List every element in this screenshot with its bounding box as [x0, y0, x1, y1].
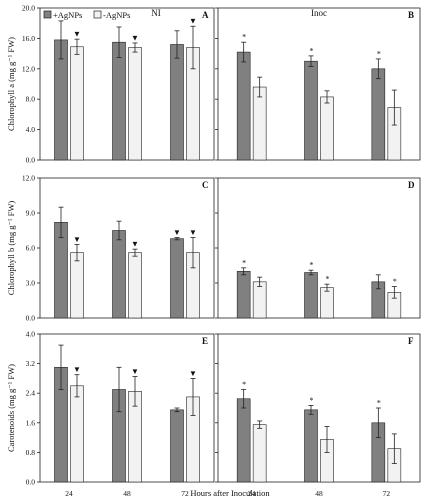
- panel-e-significance-triangle: ▼: [73, 365, 81, 374]
- legend-label: -AgNPs: [103, 10, 130, 20]
- panel-a-significance-triangle: ▼: [189, 17, 197, 26]
- panel-a-ytick-label: 16.0: [22, 34, 35, 43]
- panel-f-significance-asterisk: *: [242, 380, 246, 389]
- panel-d-bar-minus-24: [252, 281, 267, 319]
- panel-e-ytick-label: 4.0: [26, 330, 36, 339]
- panel-c-ytick-label: 3.0: [26, 279, 36, 288]
- legend-label: +AgNPs: [53, 10, 82, 20]
- panel-e-frame: [39, 333, 215, 483]
- panel-e-xtick-label: 72: [181, 489, 189, 498]
- panel-c-bar-plus-48: [112, 230, 126, 319]
- panel-e-label: E: [202, 336, 208, 346]
- panel-f-xtick-label: 72: [383, 489, 391, 498]
- panel-f-label: F: [408, 336, 414, 346]
- panel-d-bar-plus-24: [236, 271, 251, 319]
- legend: +AgNPs -AgNPs: [43, 10, 130, 20]
- panel-c-significance-triangle: ▼: [173, 228, 181, 237]
- panel-f-bar-minus-24: [252, 424, 267, 483]
- panel-b-significance-asterisk: *: [310, 46, 314, 55]
- panel-e: 0.0 0.8 1.6 2.4 3.2 4.0 E ▼ 24 ▼ 48 ▼ 72: [26, 330, 215, 498]
- panel-a-significance-triangle: ▼: [73, 30, 81, 39]
- panel-e-ytick-label: 2.4: [26, 389, 36, 398]
- panel-c-label: C: [202, 180, 209, 190]
- panel-a-label: A: [202, 10, 209, 20]
- panel-a-significance-triangle: ▼: [131, 33, 139, 42]
- panel-e-bar-minus-24: [70, 385, 84, 483]
- panel-c-bar-minus-24: [70, 252, 84, 319]
- row2-y-axis-label: Chlorophyll b (mg g⁻¹ FW): [6, 201, 16, 296]
- panel-a-frame: [39, 7, 215, 161]
- panels-layer: Chlorophyll a (mg g⁻¹ FW) 0.0 4.0 8.0 12.0 16…: [6, 4, 421, 498]
- panel-a-ytick-label: 0.0: [26, 156, 36, 165]
- panel-b-frame: [217, 7, 421, 161]
- panel-b-bar-plus-48: [304, 60, 318, 161]
- panel-f: F * 24 * 48 * 72: [215, 333, 421, 498]
- legend-swatch: [93, 10, 102, 19]
- panel-c-significance-triangle: ▼: [73, 235, 81, 244]
- row1-y-axis-label: Chlorophyll a (mg g⁻¹ FW): [6, 37, 16, 131]
- panel-b-label: B: [408, 10, 414, 20]
- panel-e-significance-triangle: ▼: [189, 369, 197, 378]
- panel-f-bar-plus-48: [304, 409, 318, 483]
- panel-a-bar-minus-24: [70, 46, 84, 161]
- panel-a-ytick-label: 4.0: [26, 125, 36, 134]
- panel-c-bar-minus-48: [128, 252, 142, 319]
- panel-c-ytick-label: 0.0: [26, 314, 36, 323]
- panel-e-ytick-label: 0.0: [26, 478, 36, 487]
- panel-f-significance-asterisk: *: [310, 396, 314, 405]
- panel-e-ytick-label: 0.8: [26, 448, 36, 457]
- panel-f-xtick-label: 48: [315, 489, 323, 498]
- panel-b-bar-plus-24: [236, 51, 251, 161]
- row3-y-axis-label: Carotenoids (mg g⁻¹ FW): [6, 364, 16, 452]
- panel-b-bar-minus-48: [320, 96, 334, 161]
- panel-a-ytick-label: 8.0: [26, 95, 36, 104]
- panel-a-ytick-label: 20.0: [22, 4, 35, 13]
- panel-b-bar-minus-24: [252, 86, 267, 161]
- panel-d-bar-plus-48: [304, 272, 318, 319]
- panel-d-significance-asterisk: *: [310, 261, 314, 270]
- panel-f-frame: [217, 333, 421, 483]
- panel-b: B * * *: [215, 7, 421, 161]
- panel-a-bar-minus-48: [128, 47, 142, 161]
- x-axis-label: Hours after Inoculation: [190, 488, 270, 498]
- panel-d-significance-asterisk: *: [326, 275, 330, 284]
- panel-d: D * * * *: [215, 177, 421, 319]
- panel-c-significance-triangle: ▼: [189, 228, 197, 237]
- panel-c: 0.0 3.0 6.0 9.0 12.0 C ▼ ▼ ▼ ▼: [22, 174, 215, 323]
- panel-a-bar-plus-72: [170, 44, 184, 161]
- panel-c-significance-triangle: ▼: [131, 240, 139, 249]
- panel-e-xtick-label: 48: [123, 489, 131, 498]
- column-title-ni: NI: [151, 8, 161, 18]
- panel-a: 0.0 4.0 8.0 12.0 16.0 20.0 A ▼ ▼ ▼: [22, 4, 215, 165]
- panel-d-significance-asterisk: *: [242, 258, 246, 267]
- panel-f-bar-plus-24: [236, 398, 251, 483]
- panel-c-ytick-label: 12.0: [22, 174, 35, 183]
- panel-a-bar-plus-48: [112, 41, 126, 161]
- panel-c-ytick-label: 9.0: [26, 209, 36, 218]
- legend-swatch: [43, 10, 52, 19]
- panel-e-ytick-label: 3.2: [26, 359, 36, 368]
- panel-d-bar-minus-48: [320, 287, 334, 319]
- column-title-inoc: Inoc: [311, 8, 327, 18]
- panel-a-ytick-label: 12.0: [22, 64, 35, 73]
- panel-b-significance-asterisk: *: [377, 49, 381, 58]
- panel-e-bar-plus-72: [170, 409, 184, 483]
- panel-e-significance-triangle: ▼: [131, 367, 139, 376]
- panel-e-ytick-label: 1.6: [26, 418, 36, 427]
- panel-c-bar-plus-72: [170, 238, 184, 319]
- panel-f-xtick-label: 24: [248, 489, 256, 498]
- panel-d-significance-asterisk: *: [393, 277, 397, 286]
- panel-b-bar-plus-72: [371, 68, 386, 161]
- panel-b-significance-asterisk: *: [242, 33, 246, 42]
- panel-d-label: D: [408, 180, 415, 190]
- panel-c-ytick-label: 6.0: [26, 244, 36, 253]
- panel-e-xtick-label: 24: [65, 489, 73, 498]
- panel-f-significance-asterisk: *: [377, 399, 381, 408]
